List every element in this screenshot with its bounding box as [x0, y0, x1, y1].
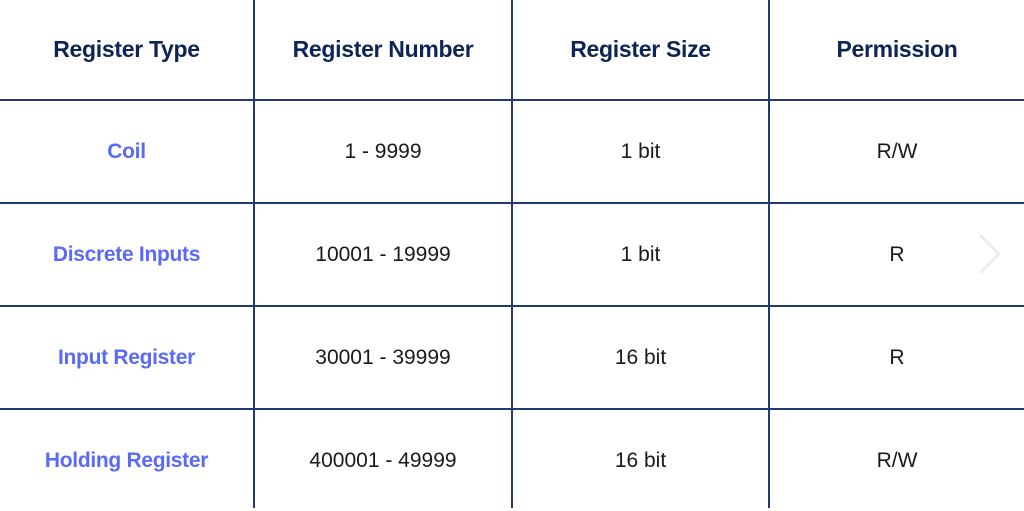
table-row-permission: R/W — [876, 139, 918, 163]
row-divider — [0, 202, 1024, 204]
table-row-type: Holding Register — [44, 448, 209, 472]
table-row-number: 30001 - 39999 — [315, 345, 451, 369]
table-row-size: 16 bit — [614, 345, 667, 369]
header-register-size: Register Size — [570, 36, 711, 62]
table-row-size: 1 bit — [620, 139, 661, 163]
row-divider — [0, 305, 1024, 307]
column-divider — [253, 0, 255, 508]
table-row-number: 400001 - 49999 — [309, 448, 457, 472]
table-row-permission: R — [889, 242, 905, 266]
header-permission: Permission — [836, 36, 958, 62]
table-row-permission: R — [889, 345, 905, 369]
table-row-type: Input Register — [58, 345, 195, 369]
table-row-size: 16 bit — [614, 448, 667, 472]
chevron-right-icon[interactable] — [975, 232, 1005, 276]
row-divider — [0, 408, 1024, 410]
table-row-type: Coil — [107, 139, 146, 163]
table-row-size: 1 bit — [620, 242, 661, 266]
column-divider — [511, 0, 513, 508]
table-row-number: 10001 - 19999 — [315, 242, 451, 266]
table-row-permission: R/W — [876, 448, 918, 472]
table-row-type: Discrete Inputs — [52, 242, 201, 266]
column-divider — [768, 0, 770, 508]
table-row-number: 1 - 9999 — [344, 139, 422, 163]
header-register-number: Register Number — [292, 36, 474, 62]
header-register-type: Register Type — [53, 36, 200, 62]
row-divider — [0, 99, 1024, 101]
